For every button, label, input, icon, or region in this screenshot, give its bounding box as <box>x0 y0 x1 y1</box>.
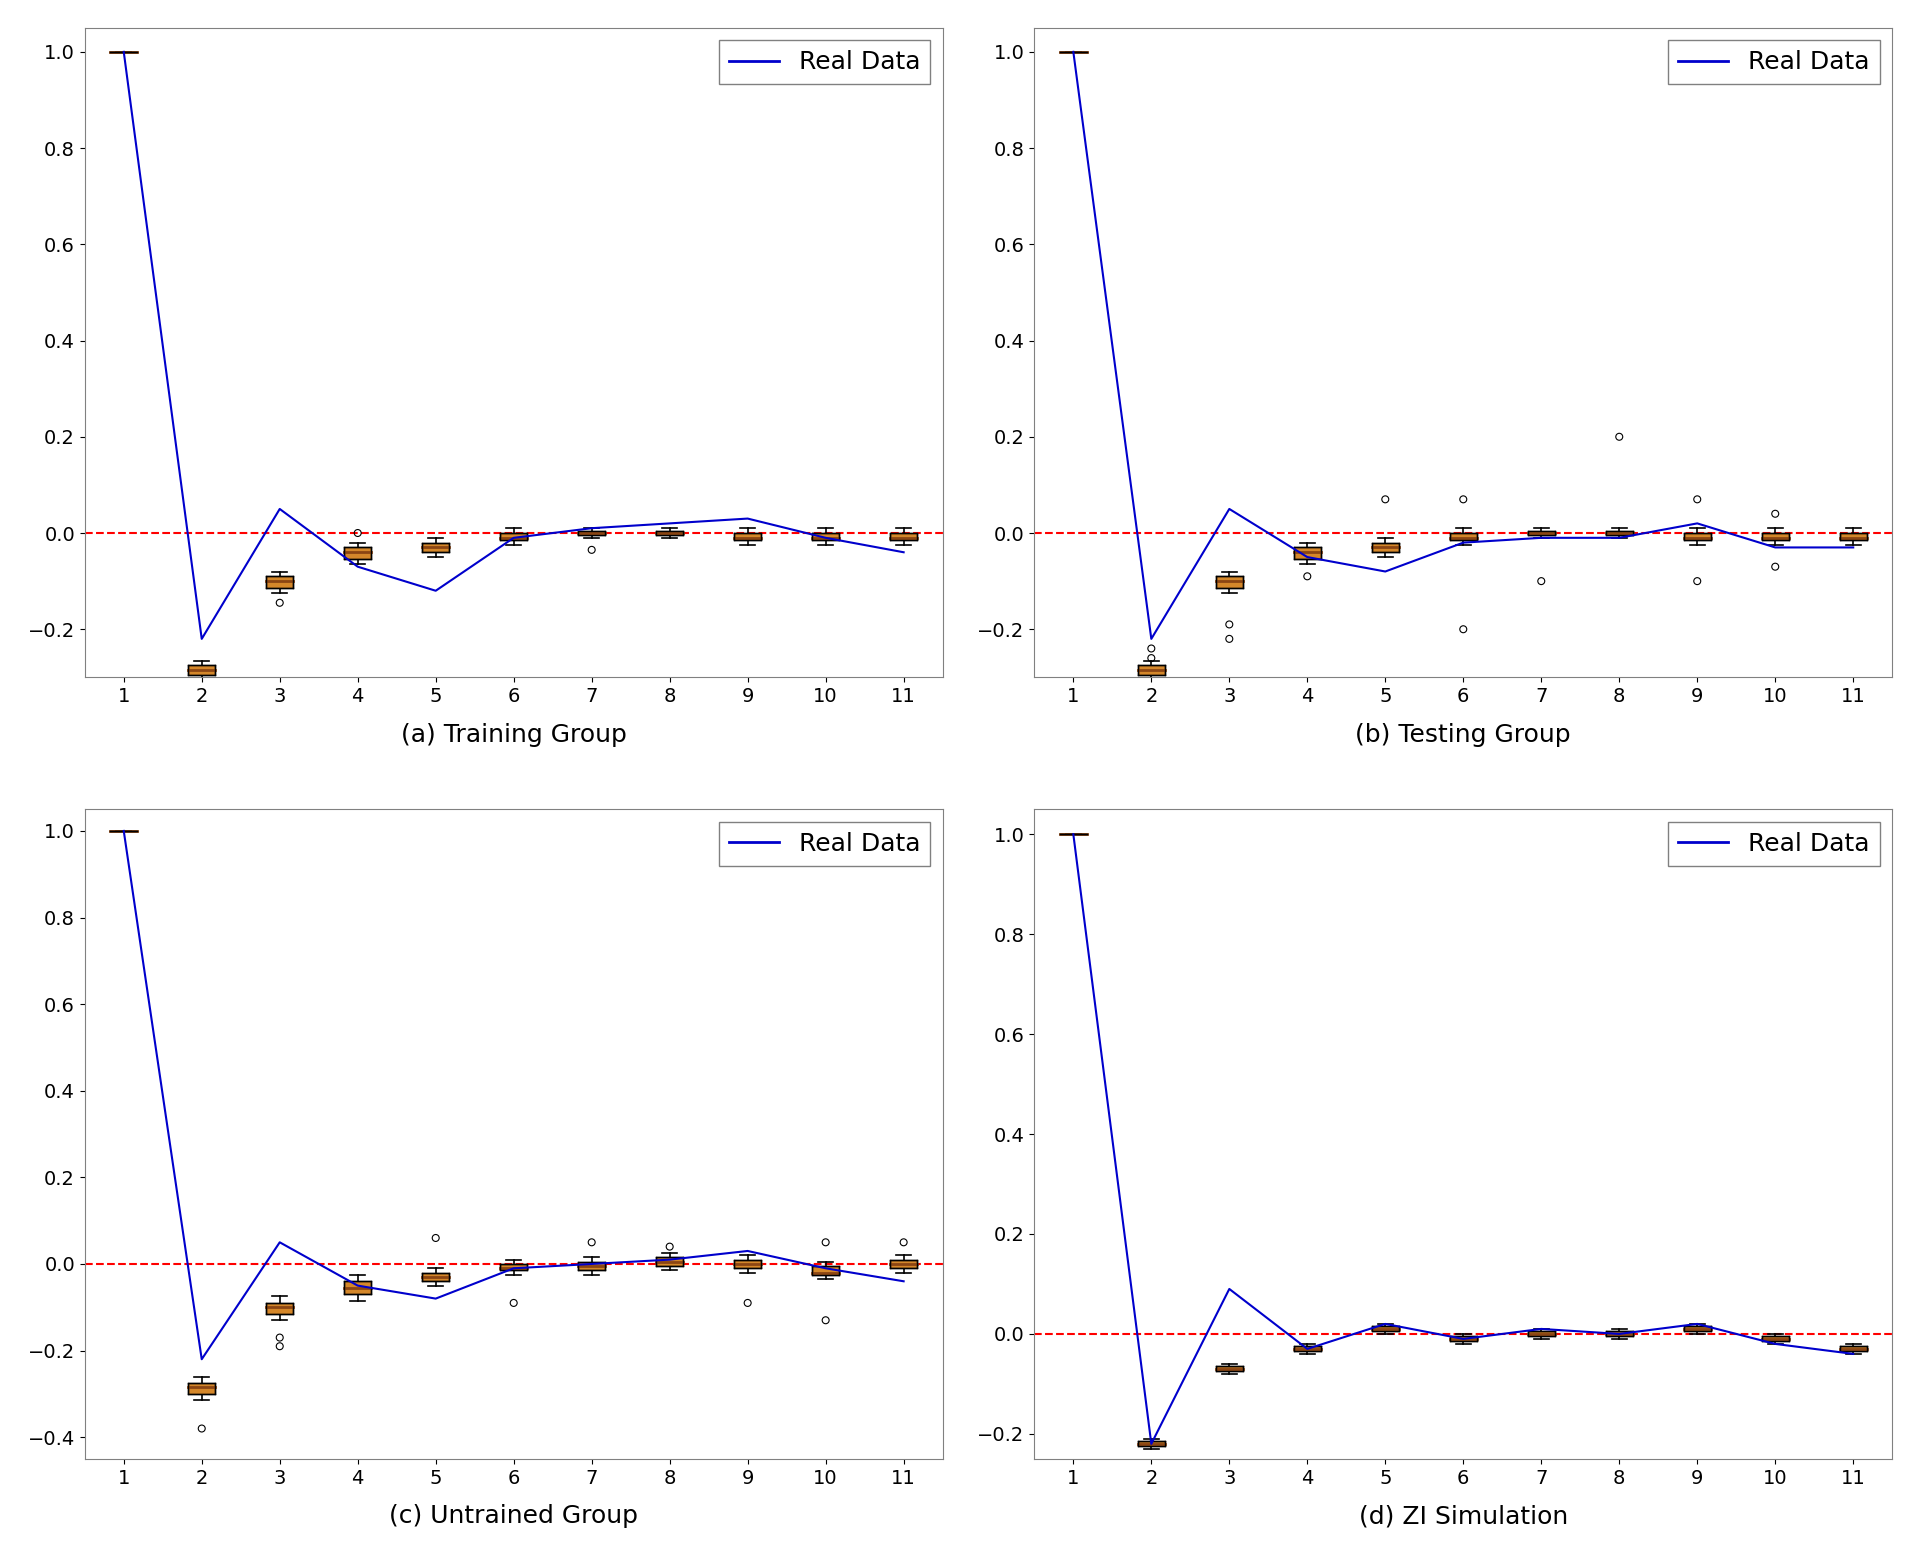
Point <box>576 537 607 562</box>
Bar <box>1215 576 1242 588</box>
Bar <box>1371 1326 1400 1332</box>
Point <box>1761 501 1791 526</box>
Bar <box>1294 548 1321 560</box>
Bar <box>1839 1346 1866 1352</box>
Legend: Real Data: Real Data <box>1668 822 1880 865</box>
Bar <box>1761 534 1789 540</box>
Bar <box>1450 534 1476 540</box>
Bar <box>499 534 528 540</box>
Point <box>265 1326 296 1351</box>
Point <box>576 1229 607 1254</box>
Bar <box>1139 1441 1165 1447</box>
Legend: Real Data: Real Data <box>1668 40 1880 84</box>
Point <box>1213 627 1244 652</box>
Point <box>1682 487 1713 512</box>
Bar <box>812 534 839 540</box>
Point <box>732 1290 762 1315</box>
Point <box>810 1229 841 1254</box>
Bar <box>1528 1332 1555 1337</box>
Legend: Real Data: Real Data <box>718 40 929 84</box>
Point <box>1526 568 1557 593</box>
Bar <box>267 576 294 588</box>
Bar <box>1684 534 1711 540</box>
Bar <box>578 531 605 535</box>
Bar <box>1605 531 1632 535</box>
Bar <box>733 1260 762 1268</box>
Point <box>499 1290 530 1315</box>
Point <box>1448 487 1478 512</box>
Point <box>342 521 372 546</box>
Legend: Real Data: Real Data <box>718 822 929 865</box>
Bar <box>657 531 684 535</box>
Bar <box>1761 1337 1789 1341</box>
Point <box>1213 612 1244 636</box>
Bar <box>891 534 918 540</box>
Bar <box>1215 1366 1242 1371</box>
Bar <box>1371 543 1400 552</box>
Bar <box>578 1262 605 1270</box>
Bar <box>267 1302 294 1313</box>
Point <box>265 590 296 615</box>
Bar <box>422 1273 449 1281</box>
Point <box>420 1226 451 1251</box>
Point <box>1682 568 1713 593</box>
Point <box>1292 563 1323 588</box>
Bar <box>1839 534 1866 540</box>
Point <box>265 1333 296 1358</box>
Bar <box>422 543 449 552</box>
Bar <box>733 534 762 540</box>
X-axis label: (c) Untrained Group: (c) Untrained Group <box>390 1505 637 1528</box>
Bar <box>344 548 371 560</box>
Bar <box>344 1281 371 1295</box>
X-axis label: (d) ZI Simulation: (d) ZI Simulation <box>1359 1505 1569 1528</box>
Bar <box>499 1263 528 1270</box>
Point <box>1448 616 1478 641</box>
Point <box>186 1416 217 1441</box>
Bar <box>1294 1346 1321 1352</box>
Point <box>889 1229 920 1254</box>
Bar <box>188 1383 215 1394</box>
Point <box>1137 646 1167 671</box>
Point <box>1137 636 1167 661</box>
Point <box>810 1307 841 1332</box>
Bar <box>188 666 215 675</box>
Point <box>1603 425 1634 450</box>
Bar <box>657 1257 684 1267</box>
Bar <box>1139 666 1165 675</box>
Point <box>655 1234 685 1259</box>
Bar <box>1684 1326 1711 1332</box>
Bar <box>1450 1337 1476 1341</box>
Bar <box>1605 1332 1632 1337</box>
Bar <box>891 1260 918 1268</box>
X-axis label: (b) Testing Group: (b) Testing Group <box>1356 722 1571 747</box>
Bar <box>1528 531 1555 535</box>
Point <box>1371 487 1402 512</box>
Point <box>1761 554 1791 579</box>
X-axis label: (a) Training Group: (a) Training Group <box>401 722 626 747</box>
Bar <box>812 1267 839 1274</box>
